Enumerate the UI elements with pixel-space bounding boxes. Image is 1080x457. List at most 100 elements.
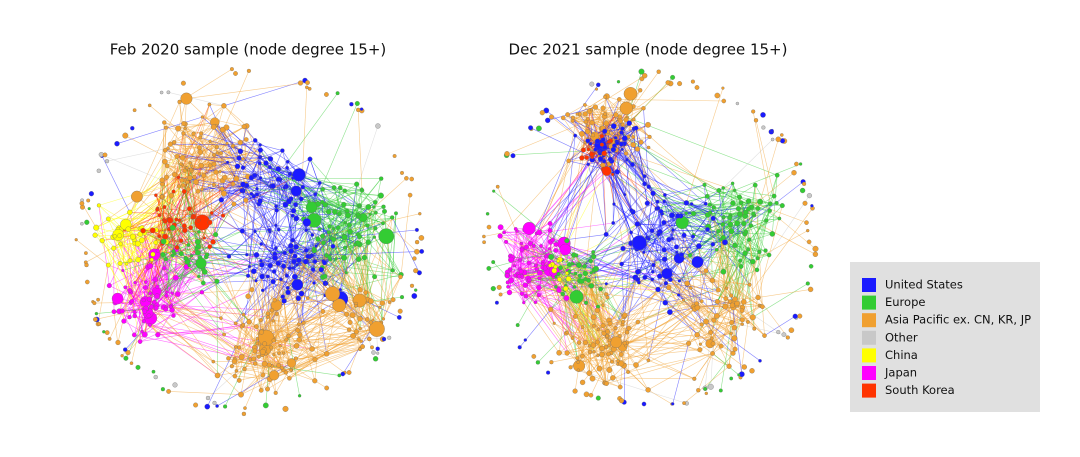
node: [771, 138, 774, 141]
node: [318, 228, 321, 231]
node: [583, 271, 588, 276]
node: [495, 301, 499, 305]
node: [778, 217, 781, 220]
node: [581, 326, 584, 329]
node: [692, 377, 696, 381]
node: [635, 269, 640, 274]
node: [645, 201, 650, 206]
node: [708, 211, 712, 215]
node: [84, 220, 89, 225]
node: [741, 323, 744, 326]
node: [196, 218, 200, 222]
node: [523, 222, 536, 235]
node: [195, 239, 201, 245]
node: [532, 354, 536, 358]
node: [182, 189, 186, 193]
node: [589, 393, 593, 397]
node: [729, 294, 733, 298]
node: [813, 246, 819, 252]
node: [379, 229, 394, 244]
node: [172, 172, 177, 177]
node: [143, 285, 147, 289]
node: [583, 103, 586, 106]
node: [548, 254, 554, 260]
node: [242, 313, 245, 316]
node: [222, 333, 225, 336]
node: [154, 240, 158, 244]
node: [620, 102, 633, 115]
node: [276, 166, 281, 171]
node: [105, 159, 109, 163]
node: [354, 329, 359, 334]
node: [511, 153, 516, 158]
node: [798, 314, 803, 319]
node: [237, 378, 241, 382]
node: [164, 175, 169, 180]
node: [413, 268, 418, 273]
node: [757, 250, 761, 254]
node: [323, 202, 328, 207]
node: [103, 153, 107, 157]
node: [482, 235, 485, 238]
node: [130, 126, 134, 130]
node: [163, 234, 168, 239]
node: [118, 234, 122, 238]
node: [151, 252, 156, 257]
node: [711, 342, 715, 346]
node: [642, 106, 646, 110]
node: [292, 279, 303, 290]
node: [602, 159, 606, 163]
node: [595, 88, 598, 91]
node: [357, 234, 362, 239]
node: [219, 197, 224, 202]
node: [561, 292, 565, 296]
node: [642, 251, 645, 254]
node: [285, 274, 289, 278]
node: [107, 283, 112, 288]
node: [645, 122, 650, 127]
node: [150, 258, 154, 262]
node: [587, 148, 590, 151]
node: [590, 271, 593, 274]
node: [662, 248, 667, 253]
node: [634, 126, 638, 130]
node: [332, 209, 337, 214]
node: [80, 201, 84, 205]
node: [520, 292, 524, 296]
node: [623, 193, 626, 196]
node: [731, 182, 734, 185]
node: [544, 255, 547, 258]
node: [642, 402, 646, 406]
node: [557, 350, 562, 355]
node: [662, 220, 667, 225]
node: [268, 156, 273, 161]
node: [605, 282, 608, 285]
node: [359, 327, 362, 330]
node: [321, 187, 325, 191]
node: [283, 251, 287, 255]
node: [596, 396, 601, 401]
node: [741, 221, 746, 226]
node: [283, 406, 289, 412]
node: [747, 238, 751, 242]
node: [199, 163, 204, 168]
node: [789, 328, 794, 333]
node: [557, 272, 561, 276]
node: [239, 354, 245, 360]
node: [287, 334, 291, 338]
node: [722, 87, 725, 90]
node: [211, 124, 216, 129]
node: [583, 112, 588, 117]
node: [382, 337, 386, 341]
node: [285, 166, 288, 169]
node: [238, 149, 243, 154]
node: [315, 244, 318, 247]
node: [173, 383, 178, 388]
node: [548, 228, 552, 232]
node: [75, 238, 78, 241]
node: [786, 336, 790, 340]
node: [222, 175, 227, 180]
node: [601, 106, 606, 111]
node: [520, 242, 523, 245]
